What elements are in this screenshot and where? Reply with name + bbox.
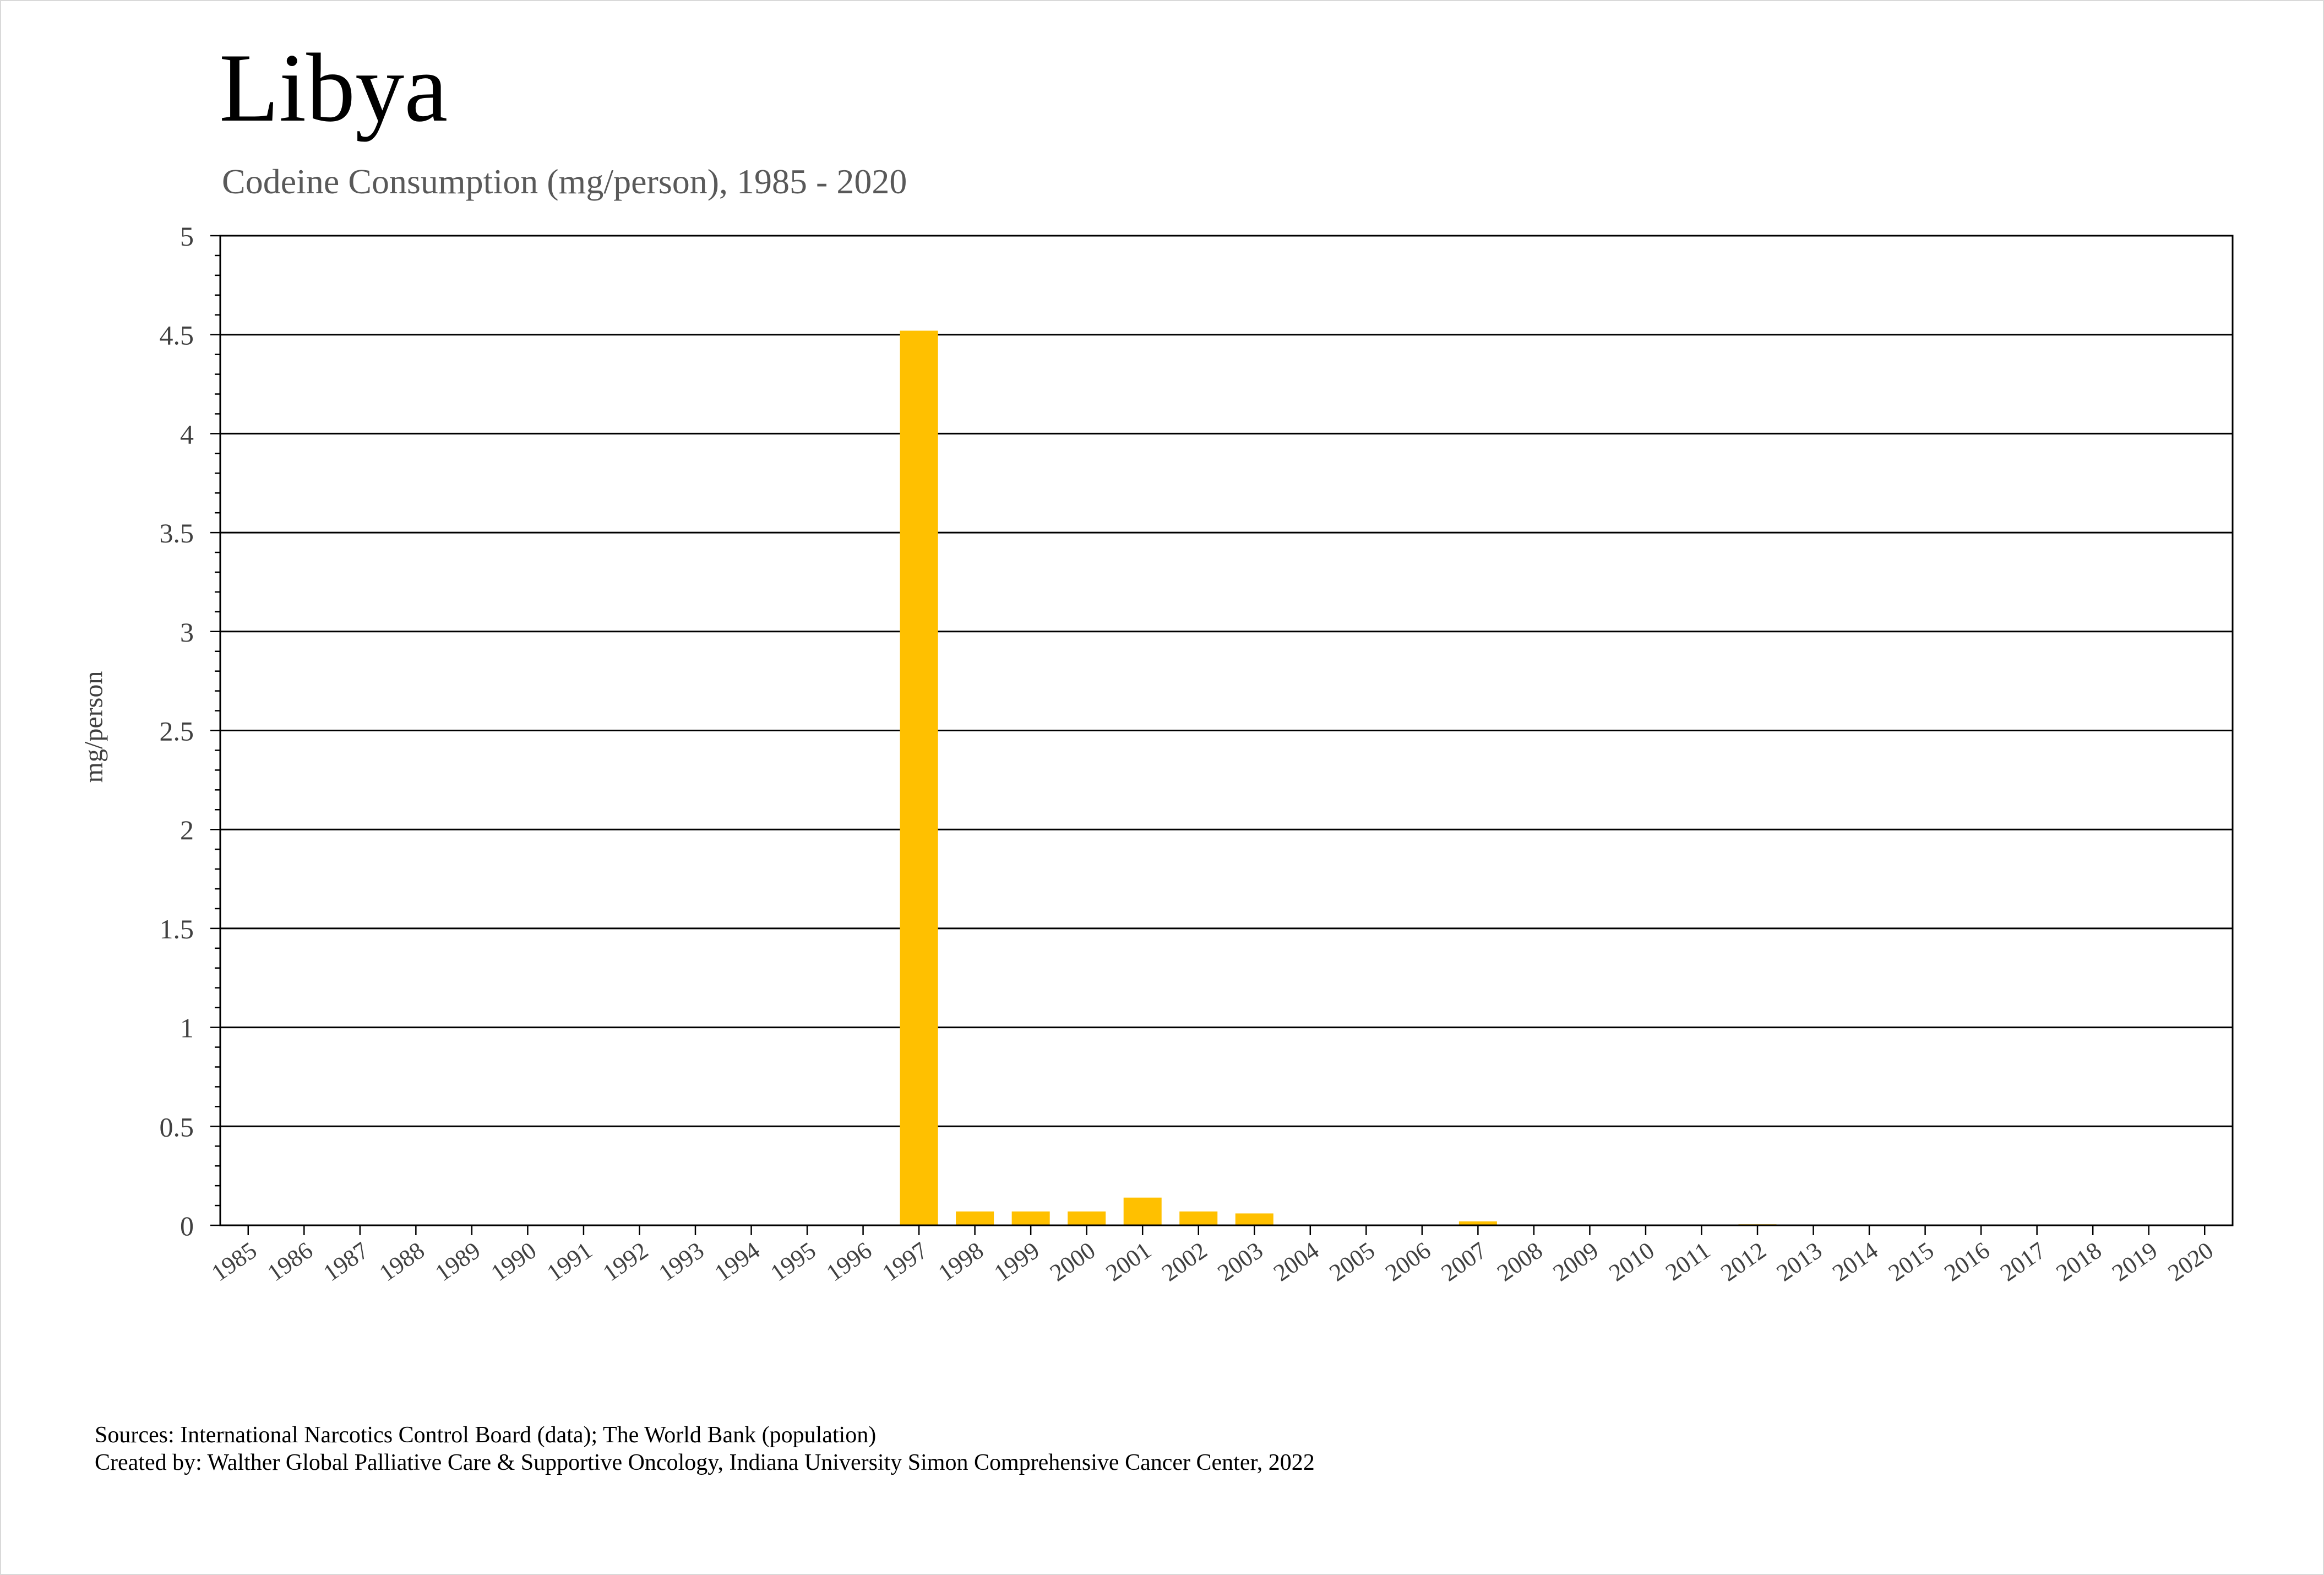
x-tick-labels: 1985 1986 1987 1988 1989 1990 1991 1992 1993 1994… <box>206 1237 2218 1287</box>
y-tick-label: 2 <box>180 814 194 845</box>
sources-note: Sources: International Narcotics Control… <box>95 1422 877 1448</box>
y-tick-label: 0 <box>180 1210 194 1241</box>
x-tick-label: 2014 <box>1827 1237 1882 1287</box>
x-tick-label: 2010 <box>1604 1237 1659 1287</box>
y-tick-label: 1 <box>180 1013 194 1044</box>
x-tick-label: 2004 <box>1269 1237 1324 1287</box>
bar-2003 <box>1235 1213 1273 1225</box>
chart-subtitle: Codeine Consumption (mg/person), 1985 - … <box>222 162 907 201</box>
x-tick-label: 1985 <box>206 1237 262 1287</box>
x-tick-label: 2019 <box>2107 1237 2162 1287</box>
y-tick-label: 3 <box>180 617 194 648</box>
x-tick-label: 1999 <box>989 1237 1044 1287</box>
plot-border <box>219 235 2234 1226</box>
x-tick-label: 1990 <box>486 1237 541 1287</box>
bar-2001 <box>1123 1197 1162 1225</box>
y-tick-label: 5 <box>180 221 194 252</box>
x-tick-label: 2002 <box>1157 1237 1212 1287</box>
chart-title: Libya <box>219 33 448 142</box>
bar-1997 <box>900 330 938 1226</box>
x-tick-label: 2020 <box>2163 1237 2218 1287</box>
x-tick-label: 2013 <box>1772 1237 1827 1287</box>
x-tick-label: 2000 <box>1045 1237 1100 1287</box>
x-tick-label: 2011 <box>1661 1237 1715 1286</box>
x-tick-label: 1998 <box>933 1237 988 1287</box>
x-tick-label: 1991 <box>542 1237 597 1287</box>
x-tick-label: 1994 <box>710 1237 765 1287</box>
bars <box>900 330 1777 1226</box>
x-tick-label: 1989 <box>430 1237 485 1287</box>
x-tick-label: 2005 <box>1325 1237 1380 1287</box>
gridlines <box>220 235 2233 1127</box>
x-tick-label: 2006 <box>1380 1237 1435 1287</box>
y-tick-label: 1.5 <box>160 914 194 944</box>
bar-2000 <box>1068 1211 1106 1225</box>
x-tick-label: 1992 <box>598 1237 653 1287</box>
bar-2002 <box>1179 1211 1218 1225</box>
x-tick-label: 1996 <box>821 1237 877 1287</box>
y-tick-label: 4.5 <box>160 320 194 351</box>
x-tick-label: 1987 <box>318 1237 373 1287</box>
x-tick-label: 2016 <box>1940 1237 1995 1287</box>
bar-1999 <box>1011 1211 1050 1225</box>
bar-2007 <box>1458 1221 1497 1225</box>
x-tick-label: 1986 <box>263 1237 318 1287</box>
x-tick-label: 1997 <box>877 1237 932 1287</box>
axes <box>210 235 2234 1235</box>
x-tick-label: 2018 <box>2051 1237 2107 1287</box>
x-tick-label: 2015 <box>1884 1237 1939 1287</box>
x-tick-label: 1995 <box>765 1237 820 1287</box>
bar-1998 <box>956 1211 994 1225</box>
credits-note: Created by: Walther Global Palliative Ca… <box>95 1450 1315 1475</box>
x-tick-label: 2009 <box>1548 1237 1603 1287</box>
x-tick-label: 2012 <box>1716 1237 1771 1287</box>
y-tick-label: 4 <box>180 419 194 449</box>
x-tick-label: 2003 <box>1213 1237 1268 1287</box>
x-tick-label: 2007 <box>1436 1237 1492 1287</box>
x-tick-label: 1993 <box>654 1237 709 1287</box>
y-tick-labels: 0 0.5 1 1.5 2 2.5 3 3.5 4 4.5 5 <box>160 221 194 1241</box>
x-tick-label: 2008 <box>1492 1237 1547 1287</box>
y-tick-label: 0.5 <box>160 1111 194 1142</box>
y-tick-label: 2.5 <box>160 716 194 747</box>
y-tick-label: 3.5 <box>160 518 194 548</box>
x-tick-label: 2017 <box>1995 1237 2050 1287</box>
x-tick-label: 1988 <box>374 1237 429 1287</box>
x-tick-label: 2001 <box>1101 1237 1156 1287</box>
